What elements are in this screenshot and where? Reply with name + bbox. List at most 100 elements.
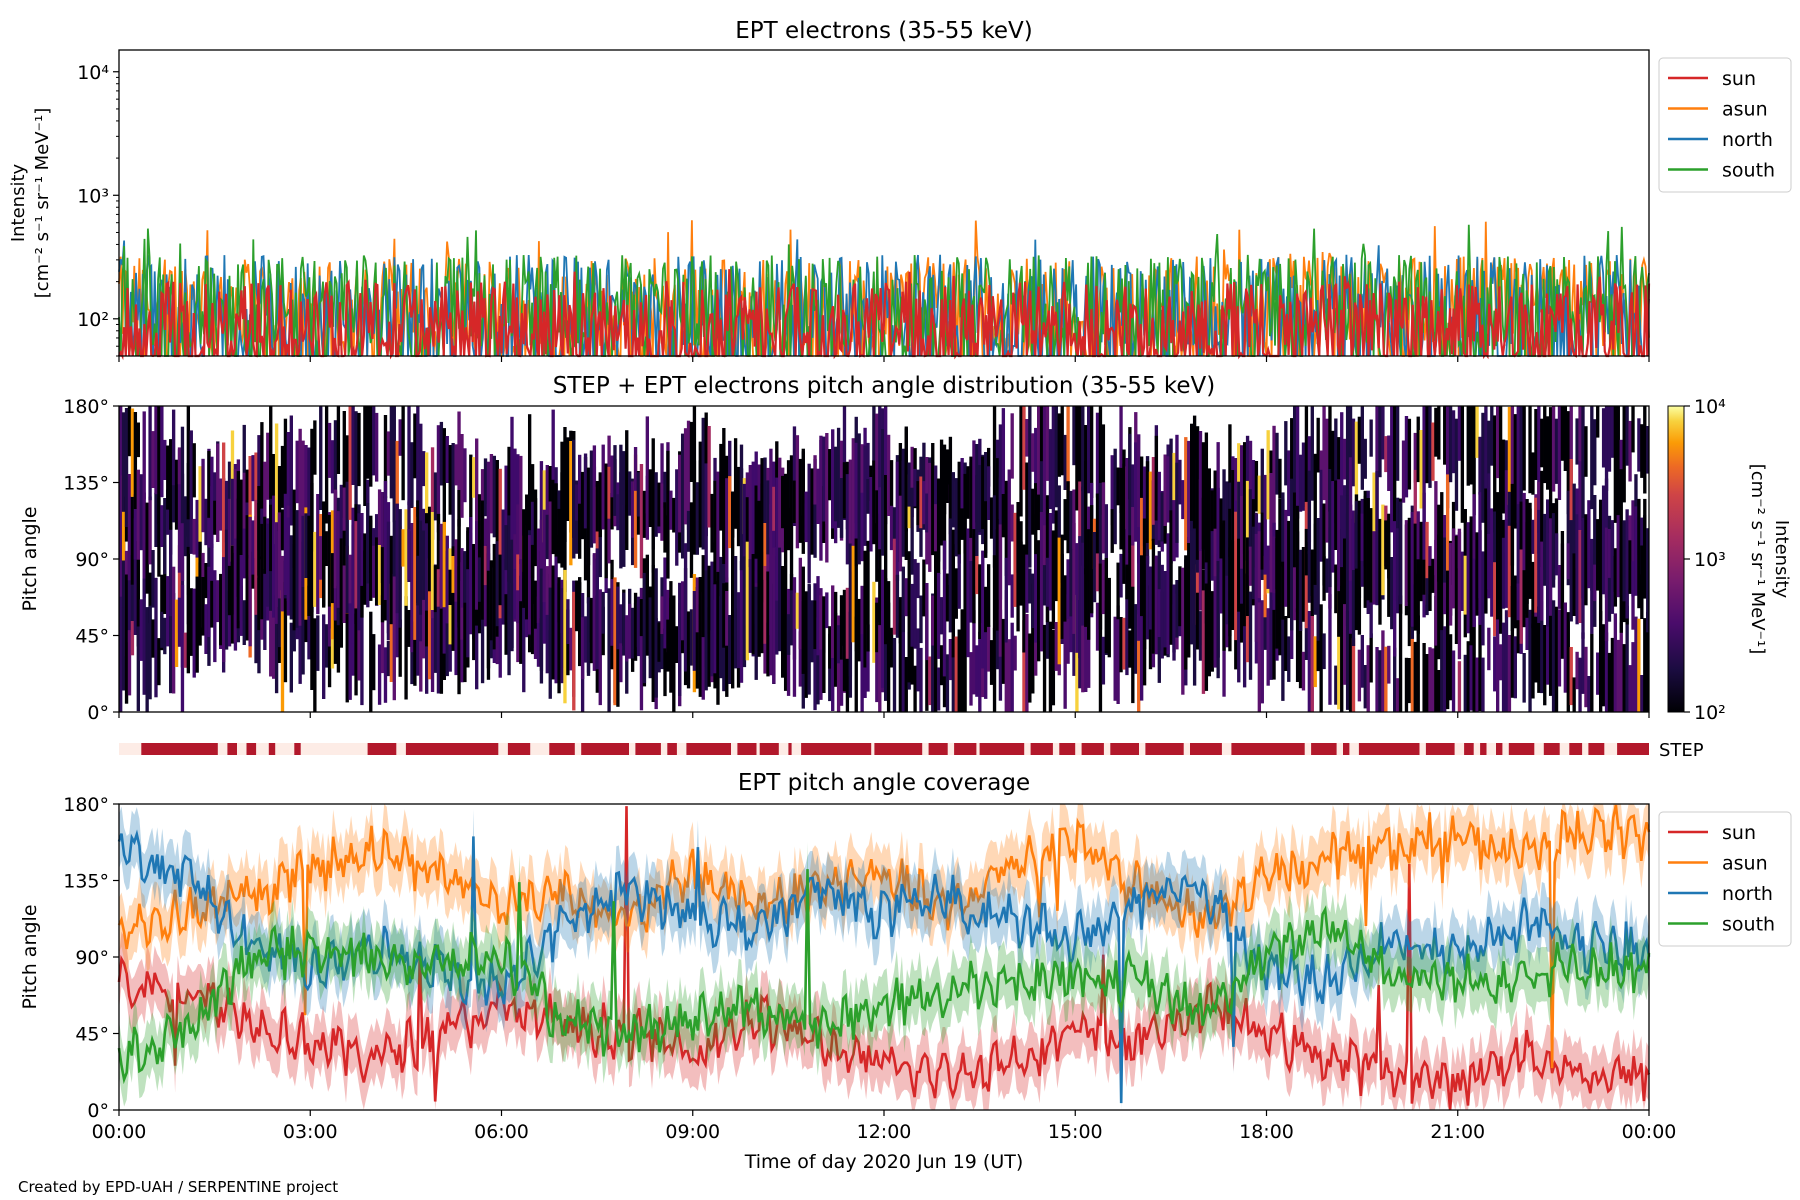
pad-cell <box>1445 570 1450 634</box>
pad-cell <box>186 546 191 674</box>
pad-cell <box>1210 488 1214 581</box>
pad-cell <box>1292 406 1297 501</box>
legend-box <box>1658 57 1792 193</box>
pad-cell <box>733 556 738 654</box>
pad-cell <box>683 428 688 525</box>
pad-cell <box>204 498 208 546</box>
pad-cell <box>304 445 308 509</box>
step-coverage-bar <box>1231 743 1305 755</box>
pad-cell <box>1578 406 1582 485</box>
pad-cell <box>954 568 958 619</box>
pad-cell <box>219 478 223 531</box>
pad-cell <box>878 406 882 514</box>
pad-cell <box>1498 406 1503 520</box>
pad-cell <box>1543 625 1547 706</box>
pad-cell <box>454 539 458 602</box>
pad-cell <box>1139 585 1144 701</box>
pad-cell <box>1295 608 1300 682</box>
pad-cell <box>1443 537 1447 583</box>
pad-cell <box>527 535 532 635</box>
pad-cell <box>392 406 396 523</box>
step-coverage-bar <box>737 743 757 755</box>
pad-cell <box>913 665 917 712</box>
pad-cell <box>1072 600 1076 676</box>
pad-cell <box>1566 612 1570 712</box>
pad-cell <box>1354 421 1359 523</box>
pad-cell <box>560 441 564 568</box>
pad-cell <box>166 489 170 535</box>
pad-cell <box>563 569 567 704</box>
step-coverage-bar <box>928 743 948 755</box>
pad-cell <box>136 469 140 560</box>
pad-cell <box>1095 493 1100 568</box>
pad-cell <box>1051 406 1056 524</box>
pad-cell <box>142 492 146 598</box>
pad-cell <box>1631 561 1635 597</box>
pad-cell <box>307 585 311 660</box>
pad-cell <box>848 459 853 544</box>
pad-cell <box>842 589 847 692</box>
pad-cell <box>336 511 341 608</box>
pad-cell <box>613 445 617 516</box>
pad-cell <box>919 647 923 712</box>
pad-cell <box>1534 497 1538 613</box>
pad-cell <box>433 565 438 613</box>
pad-cell <box>230 478 235 546</box>
pad-cell <box>269 587 273 677</box>
pad-cell <box>1301 442 1306 511</box>
pad-cell <box>1598 499 1603 621</box>
step-coverage-bar <box>1081 743 1104 755</box>
pad-cell <box>1507 635 1512 712</box>
coverage-legend: sun asun north south <box>1658 811 1792 947</box>
pad-cell <box>1604 527 1609 642</box>
pad-cell <box>1578 461 1582 595</box>
pad-cell <box>1325 418 1329 543</box>
pad-cell <box>507 446 511 582</box>
pad-cell <box>580 471 585 540</box>
pad-cell <box>204 604 208 654</box>
pad-cell <box>1498 644 1503 681</box>
pad-cell <box>1204 491 1209 563</box>
pad-cell <box>345 435 349 483</box>
pad-cell <box>280 445 285 508</box>
pad-cell <box>719 443 723 531</box>
pad-cell <box>1448 406 1453 483</box>
pad-cell <box>1039 461 1044 561</box>
pad-cell <box>1528 609 1532 712</box>
pad-cell <box>460 548 464 608</box>
step-coverage-bar <box>405 743 499 755</box>
pad-cell <box>592 445 597 544</box>
pad-cell <box>651 597 655 702</box>
pad-cell <box>769 557 773 676</box>
pad-cell <box>701 591 705 700</box>
step-coverage-bar <box>759 743 779 755</box>
pad-cell <box>1042 565 1047 606</box>
pad-cell <box>1275 538 1279 590</box>
pad-cell <box>1478 436 1482 495</box>
pad-cell <box>854 538 858 652</box>
pad-cell <box>1578 530 1582 623</box>
pad-cell <box>995 458 1000 580</box>
pad-cell <box>1316 417 1320 473</box>
pad-cell <box>1116 467 1120 506</box>
pad-cell <box>1181 567 1185 695</box>
pad-cell <box>619 635 623 683</box>
pad-cell <box>1069 531 1073 617</box>
pad-cell <box>1593 495 1597 627</box>
pad-cell <box>1481 551 1485 646</box>
pad-cell <box>825 592 829 629</box>
pad-cell <box>374 412 379 482</box>
pad-cell <box>1151 457 1156 525</box>
pad-cell <box>221 442 226 569</box>
step-coverage-bar <box>788 743 792 755</box>
pad-cell <box>1540 541 1544 621</box>
pad-cell <box>398 419 402 456</box>
pad-cell <box>1507 406 1512 505</box>
pad-cell <box>280 509 285 551</box>
pad-cell <box>1295 406 1300 519</box>
pad-cell <box>1145 555 1150 640</box>
pad-cell <box>981 456 985 530</box>
pad-cell <box>1387 435 1391 491</box>
pad-cell <box>1145 461 1150 543</box>
pad-cell <box>978 465 982 533</box>
